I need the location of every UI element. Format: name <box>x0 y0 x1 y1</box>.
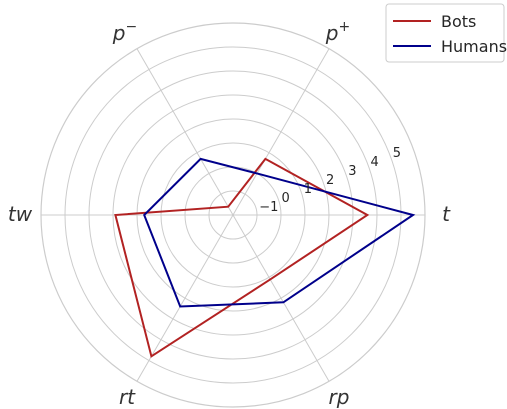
axis-label-p-plus: p+ <box>325 19 350 45</box>
axis-label-tw: tw <box>8 202 33 226</box>
radial-tick-label: 2 <box>326 173 334 188</box>
radial-tick-label: 3 <box>348 164 356 179</box>
axis-spoke <box>136 48 234 216</box>
legend: Bots Humans <box>385 3 507 63</box>
axis-labels: t p+ p− tw rt rp <box>8 19 451 409</box>
legend-label-bots: Bots <box>441 12 476 31</box>
radial-tick-label: 5 <box>393 146 401 161</box>
axis-spokes <box>41 48 425 382</box>
axis-label-rt: rt <box>119 385 136 409</box>
axis-label-t: t <box>442 202 451 226</box>
radial-tick-label: 4 <box>371 155 379 170</box>
axis-spoke <box>232 214 330 382</box>
radial-tick-label: −1 <box>259 200 278 215</box>
axis-label-rp: rp <box>329 385 350 409</box>
legend-box <box>385 3 505 63</box>
radial-tick-label: 0 <box>282 191 290 206</box>
series-line-humans <box>143 157 416 308</box>
axis-label-p-minus: p− <box>112 19 137 45</box>
axis-spoke <box>136 214 234 382</box>
series-line-bots <box>114 157 370 358</box>
legend-label-humans: Humans <box>441 37 507 56</box>
axis-spoke <box>232 48 330 216</box>
radial-tick-label: 1 <box>304 182 312 197</box>
series-layer <box>114 157 416 358</box>
